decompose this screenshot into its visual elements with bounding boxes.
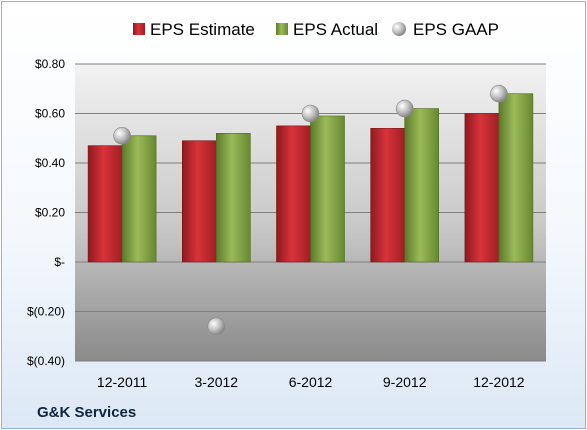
legend-label-eps-actual: EPS Actual <box>293 20 378 39</box>
y-tick-label: $- <box>54 255 65 269</box>
bar-eps-actual <box>404 108 440 263</box>
legend: EPS Estimate EPS Actual EPS GAAP <box>133 20 499 39</box>
y-tick-label: $0.80 <box>35 57 65 71</box>
y-axis: $0.80 $0.60 $0.40 $0.20 $- $(0.20) $(0.40) <box>27 57 65 368</box>
bar-eps-estimate <box>87 145 123 263</box>
bar-eps-estimate <box>370 128 406 263</box>
y-tick-label: $0.20 <box>35 206 65 220</box>
legend-swatch-eps-estimate <box>133 23 145 35</box>
bar-eps-estimate <box>182 140 217 263</box>
y-tick-label: $0.60 <box>35 107 65 121</box>
marker-eps-gaap <box>395 99 414 118</box>
company-name: G&K Services <box>37 404 136 421</box>
bar-eps-actual <box>310 115 345 263</box>
y-tick-label: $(0.40) <box>27 354 65 368</box>
bar-eps-actual <box>216 133 251 263</box>
bars <box>87 93 534 263</box>
marker-eps-gaap <box>113 126 131 145</box>
x-axis: 12-2011 3-2012 6-2012 9-2012 12-2012 <box>97 374 525 390</box>
y-tick-label: $0.40 <box>35 156 65 170</box>
y-tick-label: $(0.20) <box>27 305 65 319</box>
bar-eps-estimate <box>464 113 500 263</box>
marker-eps-gaap <box>301 104 320 123</box>
bar-eps-estimate <box>276 125 311 263</box>
legend-marker-eps-gaap <box>392 22 406 36</box>
x-tick-label: 3-2012 <box>195 374 239 390</box>
x-tick-label: 6-2012 <box>289 374 333 390</box>
x-tick-label: 12-2011 <box>97 374 148 390</box>
gaap-markers <box>113 84 508 336</box>
legend-label-eps-estimate: EPS Estimate <box>150 20 255 39</box>
bar-eps-actual <box>121 135 157 263</box>
legend-swatch-eps-actual <box>276 23 288 35</box>
x-tick-label: 12-2012 <box>473 374 525 390</box>
marker-eps-gaap <box>490 84 508 103</box>
legend-label-eps-gaap: EPS GAAP <box>413 20 499 39</box>
marker-eps-gaap <box>207 317 226 336</box>
bar-eps-actual <box>498 93 534 263</box>
x-tick-label: 9-2012 <box>383 374 427 390</box>
